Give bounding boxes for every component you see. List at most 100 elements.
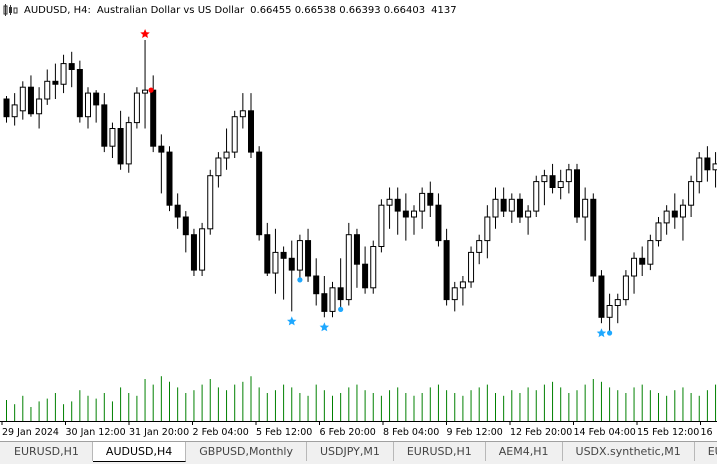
candle-body bbox=[541, 175, 548, 183]
candle-body bbox=[394, 198, 401, 212]
candle-body bbox=[60, 63, 67, 85]
time-tick-label: 5 Feb 12:00 bbox=[256, 427, 312, 438]
candle-body bbox=[459, 281, 466, 289]
candle-body bbox=[443, 240, 450, 301]
chart-tab[interactable]: EURUSD,H1 bbox=[0, 442, 93, 461]
time-tick-label: 30 Jan 12:00 bbox=[66, 427, 126, 438]
candle-body bbox=[402, 210, 409, 218]
candle-body bbox=[158, 145, 165, 153]
symbol-description: Australian Dollar vs US Dollar bbox=[96, 4, 245, 16]
candle-body bbox=[76, 69, 83, 118]
candle-body bbox=[313, 275, 320, 295]
candle-body bbox=[329, 287, 336, 312]
candle-body bbox=[207, 175, 214, 230]
candle-body bbox=[199, 228, 206, 271]
chart-tab[interactable]: AUDUSD,H4 bbox=[92, 442, 187, 462]
candle-body bbox=[166, 151, 173, 206]
candle-body bbox=[19, 86, 26, 112]
time-tick-label: 12 Feb 20:00 bbox=[510, 427, 572, 438]
candle-body bbox=[704, 157, 711, 171]
candle-body bbox=[631, 257, 638, 277]
candle-body bbox=[614, 299, 621, 307]
candle-body bbox=[557, 181, 564, 189]
candle-body bbox=[476, 240, 483, 253]
candle-body bbox=[516, 198, 523, 218]
candle-body bbox=[248, 110, 254, 153]
candle-body bbox=[256, 151, 263, 236]
candle-body bbox=[378, 204, 385, 247]
candle-body bbox=[3, 98, 10, 118]
candle-body bbox=[508, 198, 515, 212]
candle-body bbox=[655, 222, 662, 242]
chart-tab[interactable]: USDX.synthetic,M1 bbox=[563, 442, 695, 461]
candle-body bbox=[590, 198, 597, 277]
candle-body bbox=[101, 104, 108, 147]
candle-body bbox=[93, 92, 100, 106]
chart-tab[interactable]: AEM4,H1 bbox=[486, 442, 563, 461]
candle-body bbox=[353, 234, 360, 265]
candle-body bbox=[696, 157, 703, 183]
candlestick-chart[interactable]: 29 Jan 2024 30 Jan 12:00 31 Jan 20:00 2 Feb… bbox=[0, 0, 717, 441]
time-tick-label: 2 Feb 04:00 bbox=[193, 427, 249, 438]
candle-body bbox=[27, 86, 34, 115]
time-tick-label: 15 Feb 12:00 bbox=[637, 427, 699, 438]
candle-body bbox=[68, 63, 75, 70]
candle-body bbox=[492, 198, 499, 218]
chart-tab[interactable]: EURX.syn bbox=[695, 442, 717, 461]
volume-value: 4137 bbox=[431, 4, 457, 16]
candle-body bbox=[451, 287, 458, 301]
signal-dot-icon bbox=[338, 306, 344, 312]
candle-body bbox=[321, 293, 328, 312]
signal-dot-icon bbox=[148, 87, 154, 93]
candle-body bbox=[598, 275, 605, 318]
candle-body bbox=[305, 240, 312, 277]
candle-body bbox=[133, 92, 140, 124]
candle-body bbox=[574, 169, 580, 218]
candle-body bbox=[36, 98, 43, 115]
signal-star-icon bbox=[596, 328, 607, 338]
candle-body bbox=[150, 89, 157, 147]
candle-body bbox=[468, 251, 475, 283]
chart-window[interactable]: 29 Jan 2024 30 Jan 12:00 31 Jan 20:00 2 Feb… bbox=[0, 0, 717, 441]
candle-body bbox=[484, 216, 491, 242]
candle-body bbox=[639, 257, 646, 265]
candle-body bbox=[182, 216, 189, 236]
chart-tab[interactable]: EURUSD,H1 bbox=[394, 442, 486, 461]
chart-tab[interactable]: USDJPY,M1 bbox=[307, 442, 394, 461]
candle-body bbox=[239, 110, 246, 118]
signal-star-icon bbox=[287, 316, 297, 326]
candle-body bbox=[272, 251, 279, 274]
chart-symbol-icon bbox=[3, 4, 18, 16]
candle-body bbox=[11, 104, 18, 118]
candle-body bbox=[500, 198, 507, 212]
signal-dot-icon bbox=[297, 277, 303, 283]
candle-body bbox=[370, 246, 377, 289]
signal-dot-icon bbox=[607, 330, 613, 336]
candle-body bbox=[411, 210, 417, 218]
candle-body bbox=[427, 192, 434, 206]
candle-body bbox=[663, 210, 670, 224]
chart-header: AUDUSD, H4: Australian Dollar vs US Doll… bbox=[3, 3, 457, 17]
signal-star-icon bbox=[140, 29, 150, 38]
time-tick-label: 16 bbox=[701, 427, 713, 438]
candle-body bbox=[85, 92, 91, 118]
candle-body bbox=[688, 181, 695, 206]
time-tick-label: 14 Feb 04:00 bbox=[574, 427, 636, 438]
candle-body bbox=[622, 275, 629, 301]
candle-body bbox=[525, 210, 532, 218]
candle-body bbox=[549, 175, 556, 188]
candle-body bbox=[362, 263, 369, 289]
candle-body bbox=[671, 210, 678, 218]
chart-tab[interactable]: GBPUSD,Monthly bbox=[186, 442, 307, 461]
candle-body bbox=[386, 198, 393, 206]
candle-body bbox=[190, 234, 197, 271]
candle-body bbox=[533, 181, 540, 212]
candle-body bbox=[280, 251, 287, 259]
candle-body bbox=[288, 257, 295, 271]
signal-star-icon bbox=[319, 322, 330, 332]
time-tick-label: 9 Feb 12:00 bbox=[447, 427, 503, 438]
candle-body bbox=[52, 80, 59, 85]
symbol-timeframe: AUDUSD, H4: bbox=[24, 4, 91, 16]
time-tick-label: 8 Feb 04:00 bbox=[383, 427, 439, 438]
candle-body bbox=[215, 157, 222, 177]
